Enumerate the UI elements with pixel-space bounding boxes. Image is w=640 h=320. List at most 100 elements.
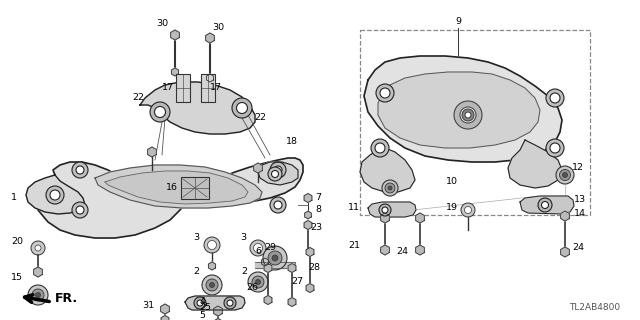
Bar [201,74,215,102]
Bar [176,74,190,102]
Polygon shape [264,295,272,305]
Polygon shape [508,140,562,188]
Circle shape [31,241,45,255]
Text: 2: 2 [193,268,199,276]
Circle shape [32,289,44,301]
Polygon shape [161,316,169,320]
Polygon shape [360,148,415,192]
Text: 12: 12 [572,164,584,172]
Polygon shape [207,74,214,82]
Circle shape [227,300,233,306]
Circle shape [76,206,84,214]
Polygon shape [35,158,303,238]
Circle shape [50,190,60,200]
Text: 29: 29 [264,244,276,252]
Circle shape [274,201,282,209]
Circle shape [382,207,388,213]
Text: 13: 13 [574,196,586,204]
Circle shape [461,203,475,217]
Text: 16: 16 [166,182,178,191]
Circle shape [465,112,471,118]
Polygon shape [161,304,170,314]
Circle shape [550,143,560,153]
Text: 19: 19 [446,204,458,212]
Text: 20: 20 [11,237,23,246]
Text: 30: 30 [156,20,168,28]
Polygon shape [105,171,248,204]
Polygon shape [95,165,262,208]
Polygon shape [205,33,214,43]
Text: 9: 9 [455,18,461,27]
Text: 23: 23 [310,223,322,233]
Text: 4: 4 [199,298,205,307]
Circle shape [380,88,390,98]
Text: FR.: FR. [55,292,78,305]
Circle shape [270,197,286,213]
Circle shape [272,255,278,261]
Circle shape [274,166,282,174]
Polygon shape [378,72,540,148]
Text: 30: 30 [212,23,224,33]
Polygon shape [288,263,296,273]
Text: 28: 28 [308,263,320,273]
Circle shape [454,101,482,129]
Circle shape [385,183,395,193]
Circle shape [150,102,170,122]
Text: 18: 18 [286,138,298,147]
Text: 26: 26 [246,284,258,292]
Circle shape [253,244,262,252]
Circle shape [28,285,48,305]
Text: 22: 22 [254,114,266,123]
Text: 27: 27 [291,277,303,286]
Text: 7: 7 [315,194,321,203]
Polygon shape [258,162,298,185]
Polygon shape [520,196,574,214]
Polygon shape [306,284,314,292]
Text: 24: 24 [572,244,584,252]
Text: 17: 17 [162,84,174,92]
Circle shape [255,279,260,284]
Bar [360,30,590,215]
Circle shape [382,180,398,196]
Polygon shape [214,306,222,316]
Circle shape [388,186,392,190]
Circle shape [376,84,394,102]
Circle shape [35,292,40,298]
Polygon shape [148,147,156,157]
Text: TL2AB4800: TL2AB4800 [569,303,620,312]
Circle shape [72,162,88,178]
Circle shape [46,186,64,204]
Polygon shape [561,247,570,257]
Polygon shape [209,262,216,270]
Polygon shape [172,68,179,76]
Text: 21: 21 [348,241,360,250]
Circle shape [206,279,218,291]
Circle shape [154,107,166,117]
Polygon shape [185,296,245,310]
Circle shape [76,166,84,174]
Circle shape [379,204,391,216]
Circle shape [271,171,278,178]
Circle shape [556,166,574,184]
Polygon shape [171,30,179,40]
Circle shape [248,272,268,292]
Bar [181,177,209,199]
Circle shape [465,206,472,213]
Polygon shape [381,213,389,223]
Circle shape [541,202,548,209]
Circle shape [263,246,287,270]
Circle shape [252,276,264,288]
Polygon shape [304,220,312,229]
Circle shape [538,198,552,212]
Circle shape [546,139,564,157]
Text: 10: 10 [446,178,458,187]
Circle shape [207,241,216,250]
Polygon shape [364,56,562,162]
Circle shape [268,251,282,265]
Circle shape [202,275,222,295]
Polygon shape [561,211,570,221]
Circle shape [546,89,564,107]
Text: 3: 3 [193,234,199,243]
Polygon shape [214,318,222,320]
Circle shape [550,93,560,103]
